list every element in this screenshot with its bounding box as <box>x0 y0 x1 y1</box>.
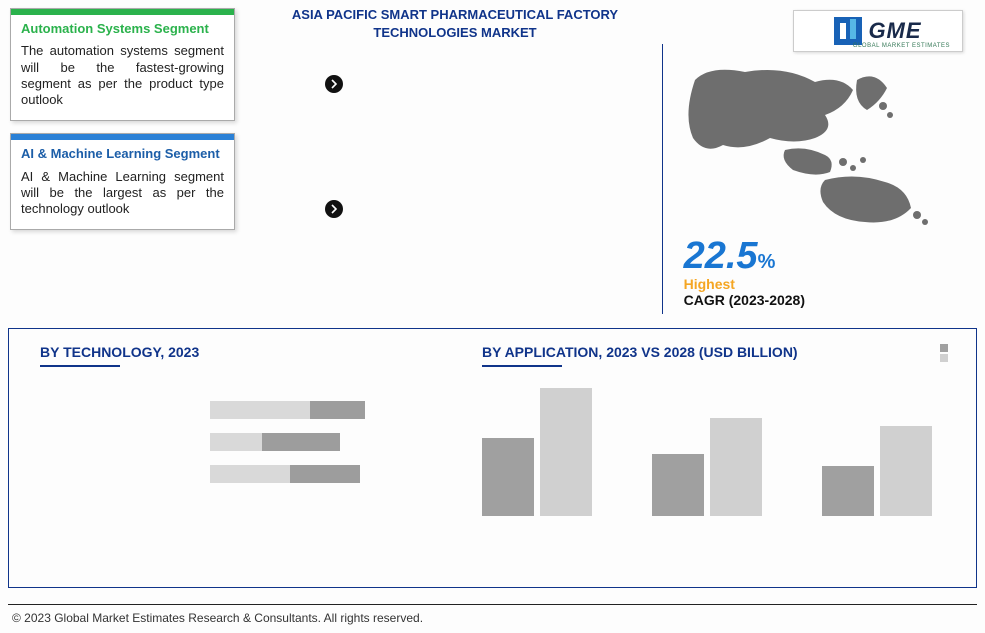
section-title-application: BY APPLICATION, 2023 VS 2028 (USD BILLIO… <box>482 344 798 360</box>
tech-bar-fg <box>210 401 310 419</box>
cagr-highest-label: Highest <box>684 276 805 292</box>
footer-divider <box>8 604 977 605</box>
tech-bar-bg <box>210 401 365 419</box>
asia-pacific-map-icon <box>675 60 935 230</box>
tech-bar-bg <box>210 465 360 483</box>
app-bar-2028 <box>540 388 592 516</box>
app-legend <box>940 342 952 362</box>
logo-bars-icon <box>834 17 862 45</box>
app-bar-2023 <box>482 438 534 516</box>
section-rule <box>482 365 562 367</box>
card-automation: Automation Systems Segment The automatio… <box>10 8 235 121</box>
card-body: AI & Machine Learning segment will be th… <box>21 169 224 218</box>
card-body: The automation systems segment will be t… <box>21 43 224 108</box>
legend-item <box>940 352 952 362</box>
legend-item <box>940 342 952 352</box>
card-title: Automation Systems Segment <box>21 21 224 37</box>
application-chart <box>482 370 952 540</box>
page-title: ASIA PACIFIC SMART PHARMACEUTICAL FACTOR… <box>275 6 635 41</box>
app-bar-2023 <box>652 454 704 516</box>
app-bar-2028 <box>880 426 932 516</box>
cagr-range-label: CAGR (2023-2028) <box>684 292 805 308</box>
tech-bar-bg <box>210 433 340 451</box>
tech-bar-row <box>210 432 365 452</box>
card-title: AI & Machine Learning Segment <box>21 146 224 162</box>
app-bar-group <box>652 418 762 516</box>
logo-subtitle: GLOBAL MARKET ESTIMATES <box>853 43 950 49</box>
cagr-block: 22.5% Highest CAGR (2023-2028) <box>684 235 805 308</box>
chevron-right-icon <box>325 75 343 93</box>
logo-text: GME <box>868 18 921 44</box>
app-bar-group <box>822 426 932 516</box>
legend-swatch <box>940 354 948 362</box>
chevron-right-icon <box>325 200 343 218</box>
tech-bar-row <box>210 400 365 420</box>
tech-bar-row <box>210 464 365 484</box>
tech-bar-fg <box>210 465 290 483</box>
vertical-divider <box>662 44 663 314</box>
card-ai-ml: AI & Machine Learning Segment AI & Machi… <box>10 133 235 230</box>
cagr-value: 22.5 <box>684 235 758 278</box>
infographic-root: Automation Systems Segment The automatio… <box>0 0 985 633</box>
cagr-percent: % <box>758 251 776 273</box>
app-bar-2023 <box>822 466 874 516</box>
gme-logo: GME GLOBAL MARKET ESTIMATES <box>793 10 963 52</box>
app-bar-2028 <box>710 418 762 516</box>
section-rule <box>40 365 120 367</box>
section-title-technology: BY TECHNOLOGY, 2023 <box>40 344 199 360</box>
app-bar-group <box>482 388 592 516</box>
card-accent-bar <box>11 134 234 140</box>
card-accent-bar <box>11 9 234 15</box>
technology-chart <box>210 400 365 496</box>
tech-bar-fg <box>210 433 262 451</box>
legend-swatch <box>940 344 948 352</box>
footer-copyright: © 2023 Global Market Estimates Research … <box>12 611 423 625</box>
segment-cards: Automation Systems Segment The automatio… <box>10 8 235 242</box>
